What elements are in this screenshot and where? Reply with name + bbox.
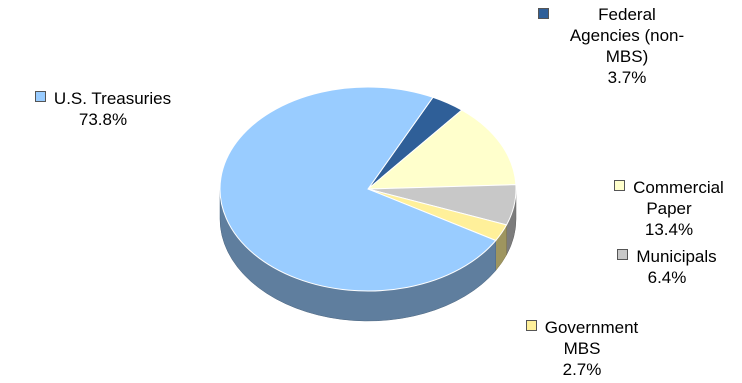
label-us-treasuries-value: 73.8% xyxy=(78,110,128,129)
label-government-mbs-line2: MBS xyxy=(563,339,601,358)
label-government-mbs-line1: Government xyxy=(544,318,639,337)
label-government-mbs: Government MBS 2.7% xyxy=(496,317,668,380)
label-municipals-value: 6.4% xyxy=(647,268,687,287)
swatch-federal-agencies xyxy=(538,8,549,19)
label-commercial-paper-line1: Commercial xyxy=(633,178,724,197)
label-government-mbs-value: 2.7% xyxy=(562,360,602,379)
label-us-treasuries-name: U.S. Treasuries xyxy=(53,89,172,108)
swatch-municipals xyxy=(617,249,629,260)
pie-slice-u-s-treasuries xyxy=(219,86,497,292)
label-federal-agencies-line2: Agencies (non- xyxy=(569,26,685,45)
label-municipals: Municipals 6.4% xyxy=(596,246,738,288)
label-federal-agencies: Federal Agencies (non- MBS) 3.7% xyxy=(538,4,702,88)
label-commercial-paper: Commercial Paper 13.4% xyxy=(596,177,742,240)
label-commercial-paper-value: 13.4% xyxy=(644,220,694,239)
swatch-commercial-paper xyxy=(614,180,626,191)
label-municipals-name: Municipals xyxy=(636,247,717,266)
pie-slice-commercial-paper xyxy=(366,109,517,190)
swatch-us-treasuries xyxy=(34,91,46,102)
swatch-government-mbs xyxy=(525,320,537,331)
label-federal-agencies-line1: Federal xyxy=(598,5,656,24)
label-federal-agencies-line3: MBS) xyxy=(605,47,649,66)
label-federal-agencies-value: 3.7% xyxy=(607,68,647,87)
label-commercial-paper-line2: Paper xyxy=(646,199,692,218)
label-us-treasuries: U.S. Treasuries 73.8% xyxy=(8,88,198,130)
